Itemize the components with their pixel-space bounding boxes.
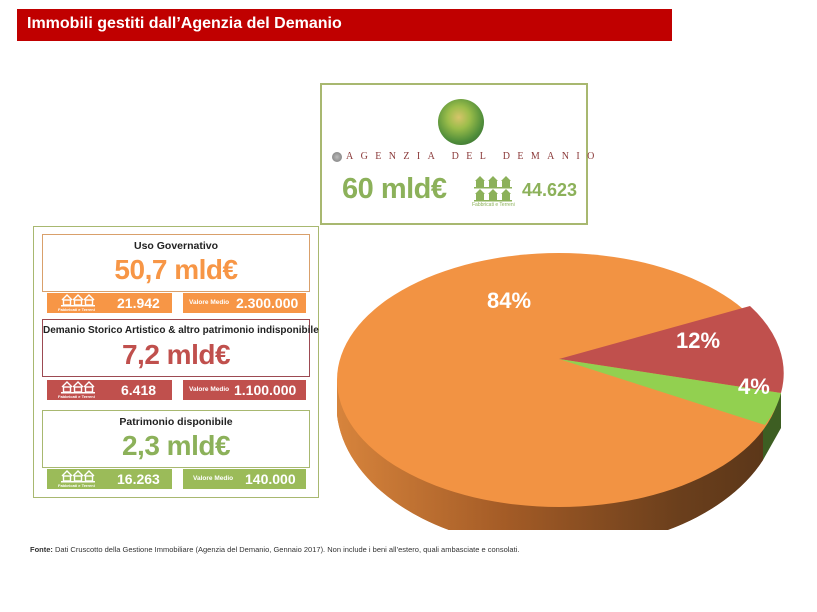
pie-label-84: 84%	[487, 288, 532, 313]
buildings-bar: Fabbricati e Terreni 21.942	[47, 293, 172, 313]
buildings-label: Fabbricati e Terreni	[58, 307, 95, 312]
agency-logo-icon	[438, 99, 484, 145]
category-label: Demanio Storico Artistico & altro patrim…	[43, 325, 319, 336]
footnote-prefix: Fonte:	[30, 545, 53, 554]
pie-slice-12	[559, 306, 784, 393]
pie-label-4: 4%	[738, 374, 770, 399]
houses-icon	[61, 294, 95, 307]
avg-value: 140.000	[245, 471, 296, 487]
pie-slice-84	[337, 253, 781, 507]
buildings-bar: Fabbricati e Terreni 16.263	[47, 469, 172, 489]
emblem-icon	[332, 152, 342, 162]
houses-icon	[474, 176, 512, 202]
buildings-label: Fabbricati e Terreni	[472, 202, 515, 208]
avg-label: Valore Medio	[189, 299, 230, 306]
agency-summary-box: AGENZIA DEL DEMANIO 60 mld€ Fabbricati e…	[320, 83, 594, 225]
pie-side-green	[763, 393, 781, 460]
category-box-uso-governativo: Uso Governativo 50,7 mld€	[42, 234, 310, 292]
footnote-text: Dati Cruscotto della Gestione Immobiliar…	[52, 545, 520, 554]
category-value: 7,2 mld€	[121, 339, 231, 370]
title-bar: Immobili gestiti dall’Agenzia del Demani…	[17, 9, 672, 41]
category-label: Patrimonio disponibile	[119, 416, 233, 428]
buildings-label: Fabbricati e Terreni	[58, 394, 95, 399]
page-title: Immobili gestiti dall’Agenzia del Demani…	[27, 15, 342, 32]
avg-value-bar: Valore Medio 1.100.000	[183, 380, 306, 400]
agency-buildings-count: 44.623	[522, 180, 578, 200]
category-value: 50,7 mld€	[114, 254, 238, 285]
houses-icon	[61, 470, 95, 483]
avg-label: Valore Medio	[193, 475, 234, 482]
agency-name: AGENZIA DEL DEMANIO	[346, 151, 602, 162]
category-value: 2,3 mld€	[121, 430, 231, 461]
agency-total-value: 60 mld€	[342, 173, 447, 205]
buildings-bar: Fabbricati e Terreni 6.418	[47, 380, 172, 400]
buildings-count: 21.942	[117, 295, 160, 311]
avg-value-bar: Valore Medio 140.000	[183, 469, 306, 489]
avg-value-bar: Valore Medio 2.300.000	[183, 293, 306, 313]
buildings-count: 6.418	[121, 382, 157, 398]
avg-value: 1.100.000	[234, 382, 297, 398]
avg-label: Valore Medio	[189, 386, 230, 393]
pie-label-12: 12%	[676, 328, 721, 353]
category-box-demanio-storico: Demanio Storico Artistico & altro patrim…	[42, 319, 319, 377]
category-box-patrimonio-disponibile: Patrimonio disponibile 2,3 mld€	[42, 410, 310, 468]
category-label: Uso Governativo	[133, 240, 219, 252]
houses-icon	[61, 381, 95, 394]
source-footnote: Fonte: Dati Cruscotto della Gestione Imm…	[30, 545, 519, 554]
buildings-count: 16.263	[117, 471, 160, 487]
pie-slice-4	[559, 359, 781, 425]
pie-chart	[337, 253, 784, 530]
avg-value: 2.300.000	[236, 295, 299, 311]
buildings-label: Fabbricati e Terreni	[58, 483, 95, 488]
